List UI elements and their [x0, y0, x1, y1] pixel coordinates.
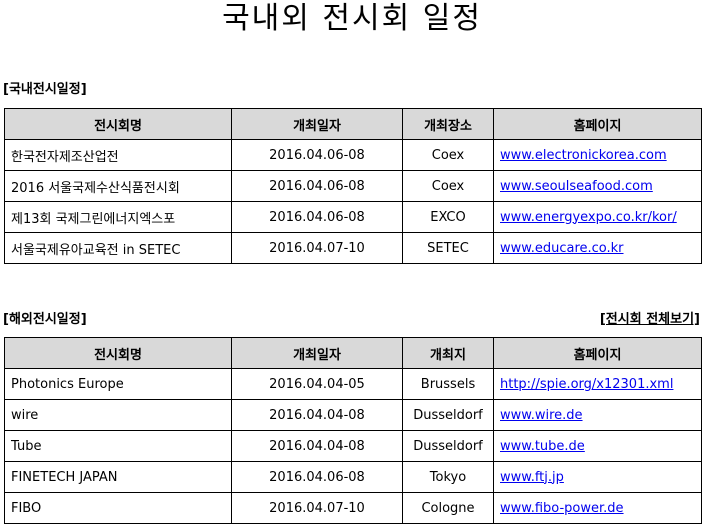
exhibition-venue: Dusseldorf	[402, 399, 494, 431]
homepage-link[interactable]: www.energyexpo.co.kr/kor/	[500, 209, 677, 225]
table-row: Tube 2016.04.04-08 Dusseldorf www.tube.de	[4, 430, 702, 462]
domestic-section-label: [국내전시일정]	[3, 82, 87, 97]
page-title: 국내외 전시회 일정	[222, 1, 482, 36]
exhibition-name: 2016 서울국제수산식품전시회	[4, 170, 232, 202]
exhibition-date: 2016.04.04-05	[231, 368, 403, 400]
exhibition-name: wire	[4, 399, 232, 431]
exhibition-venue: EXCO	[402, 201, 494, 233]
homepage-link[interactable]: www.tube.de	[500, 438, 585, 454]
exhibition-name: 서울국제유아교육전 in SETEC	[4, 232, 232, 264]
homepage-link[interactable]: www.fibo-power.de	[500, 500, 624, 516]
exhibition-date: 2016.04.04-08	[231, 430, 403, 462]
homepage-cell: www.seoulseafood.com	[493, 170, 702, 202]
homepage-cell: www.energyexpo.co.kr/kor/	[493, 201, 702, 233]
exhibition-venue: Tokyo	[402, 461, 494, 493]
table-row: 제13회 국제그린에너지엑스포 2016.04.06-08 EXCO www.ener…	[4, 201, 702, 233]
table-row: 서울국제유아교육전 in SETEC 2016.04.07-10 SETEC www.…	[4, 232, 702, 264]
overseas-table: 전시회명 개최일자 개최지 홈페이지 Photonics Europe 2016.04.…	[4, 337, 702, 524]
column-header: 홈페이지	[493, 337, 702, 369]
homepage-cell: www.ftj.jp	[493, 461, 702, 493]
exhibition-name: 제13회 국제그린에너지엑스포	[4, 201, 232, 233]
exhibition-venue: Coex	[402, 170, 494, 202]
exhibition-venue: Coex	[402, 139, 494, 171]
table-header-row: 전시회명 개최일자 개최장소 홈페이지	[4, 108, 702, 140]
exhibition-date: 2016.04.04-08	[231, 399, 403, 431]
exhibition-venue: SETEC	[402, 232, 494, 264]
column-header: 개최지	[402, 337, 494, 369]
exhibition-name: 한국전자제조산업전	[4, 139, 232, 171]
homepage-link[interactable]: www.educare.co.kr	[500, 240, 624, 256]
homepage-cell: www.fibo-power.de	[493, 492, 702, 524]
overseas-section-label: [해외전시일정]	[3, 312, 87, 327]
homepage-cell: www.educare.co.kr	[493, 232, 702, 264]
homepage-cell: www.wire.de	[493, 399, 702, 431]
table-header-row: 전시회명 개최일자 개최지 홈페이지	[4, 337, 702, 369]
exhibition-name: Photonics Europe	[4, 368, 232, 400]
exhibition-venue: Dusseldorf	[402, 430, 494, 462]
table-row: 2016 서울국제수산식품전시회 2016.04.06-08 Coex www.seo…	[4, 170, 702, 202]
column-header: 개최장소	[402, 108, 494, 140]
homepage-link[interactable]: http://spie.org/x12301.xml	[500, 376, 674, 392]
exhibition-venue: Cologne	[402, 492, 494, 524]
exhibition-date: 2016.04.06-08	[231, 170, 403, 202]
exhibition-name: FIBO	[4, 492, 232, 524]
homepage-cell: www.tube.de	[493, 430, 702, 462]
exhibition-date: 2016.04.07-10	[231, 232, 403, 264]
homepage-link[interactable]: www.wire.de	[500, 407, 583, 423]
table-row: FIBO 2016.04.07-10 Cologne www.fibo-power.d…	[4, 492, 702, 524]
domestic-table: 전시회명 개최일자 개최장소 홈페이지 한국전자제조산업전 2016.04.06-08 C…	[4, 108, 702, 264]
table-row: wire 2016.04.04-08 Dusseldorf www.wire.de	[4, 399, 702, 431]
homepage-link[interactable]: www.seoulseafood.com	[500, 178, 653, 194]
exhibition-venue: Brussels	[402, 368, 494, 400]
column-header: 전시회명	[4, 108, 232, 140]
homepage-cell: www.electronickorea.com	[493, 139, 702, 171]
column-header: 홈페이지	[493, 108, 702, 140]
exhibition-name: Tube	[4, 430, 232, 462]
homepage-link[interactable]: www.ftj.jp	[500, 469, 564, 485]
table-row: FINETECH JAPAN 2016.04.06-08 Tokyo www.ftj.…	[4, 461, 702, 493]
homepage-link[interactable]: www.electronickorea.com	[500, 147, 667, 163]
column-header: 개최일자	[231, 337, 403, 369]
column-header: 전시회명	[4, 337, 232, 369]
table-row: Photonics Europe 2016.04.04-05 Brussels htt…	[4, 368, 702, 400]
exhibition-name: FINETECH JAPAN	[4, 461, 232, 493]
exhibition-date: 2016.04.06-08	[231, 139, 403, 171]
exhibition-date: 2016.04.06-08	[231, 201, 403, 233]
exhibition-date: 2016.04.07-10	[231, 492, 403, 524]
table-row: 한국전자제조산업전 2016.04.06-08 Coex www.electronic…	[4, 139, 702, 171]
exhibition-date: 2016.04.06-08	[231, 461, 403, 493]
column-header: 개최일자	[231, 108, 403, 140]
view-all-exhibitions-link[interactable]: [전시회 전체보기]	[599, 312, 700, 327]
homepage-cell: http://spie.org/x12301.xml	[493, 368, 702, 400]
